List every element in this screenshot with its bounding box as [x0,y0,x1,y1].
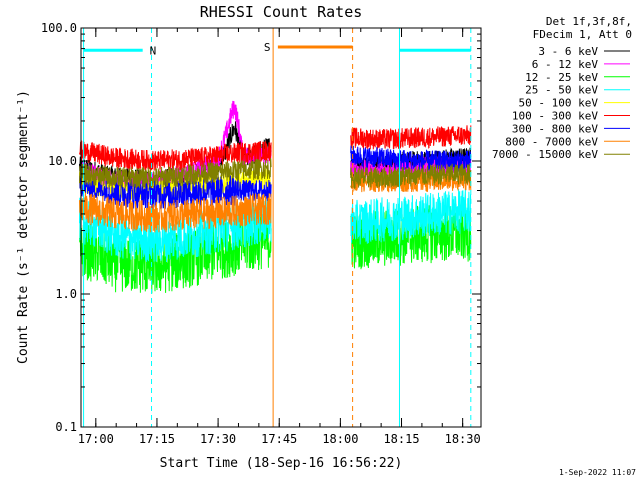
legend-label-0: 3 - 6 keV [538,45,598,58]
x-tick-label-0: 17:00 [78,432,114,446]
y-tick-label-3: 100.0 [41,21,77,35]
x-tick-label-6: 18:30 [445,432,481,446]
series-line-5 [79,125,472,171]
y-tick-label-1: 1.0 [55,287,77,301]
x-tick-label-4: 18:00 [322,432,358,446]
annotation-label-n: N [150,44,157,57]
footer-timestamp: 1-Sep-2022 11:07 [559,468,636,477]
x-tick-label-3: 17:45 [261,432,297,446]
y-axis-label: Count Rate (s⁻¹ detector segment⁻¹) [16,90,31,364]
x-tick-label-1: 17:15 [139,432,175,446]
x-axis-label: Start Time (18-Sep-16 16:56:22) [160,456,403,471]
legend-label-6: 300 - 800 keV [512,122,598,135]
series-line-8 [79,158,472,190]
legend-label-3: 25 - 50 keV [525,84,598,97]
y-tick-label-2: 10.0 [48,154,77,168]
legend-label-1: 6 - 12 keV [532,58,599,71]
annotation-label-s: S [264,41,271,54]
legend-label-2: 12 - 25 keV [525,71,598,84]
legend-label-4: 50 - 100 keV [519,97,599,110]
chart-title: RHESSI Count Rates [200,3,363,21]
legend-header-line-1: Det 1f,3f,8f, [546,15,632,28]
y-tick-label-0: 0.1 [55,420,77,434]
legend-label-8: 7000 - 15000 keV [492,148,598,161]
plot-frame [80,27,482,428]
legend-label-5: 100 - 300 keV [512,110,598,123]
x-tick-label-5: 18:15 [383,432,419,446]
legend-label-7: 800 - 7000 keV [505,135,598,148]
x-tick-label-2: 17:30 [200,432,236,446]
legend-header-line-2: FDecim 1, Att 0 [533,28,632,41]
